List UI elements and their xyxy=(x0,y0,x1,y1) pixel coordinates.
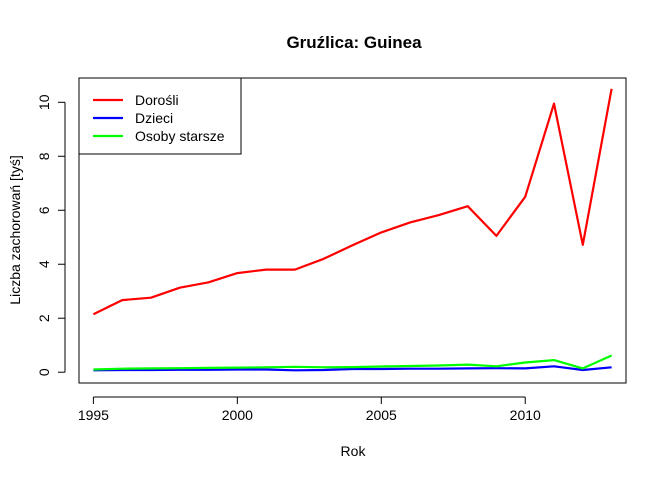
series-line-2 xyxy=(93,354,613,371)
x-tick-label: 2010 xyxy=(510,407,541,423)
legend-label-1: Dzieci xyxy=(135,110,173,126)
y-tick-label: 8 xyxy=(36,152,52,160)
y-tick-label: 10 xyxy=(36,94,52,110)
y-tick-label: 2 xyxy=(36,314,52,322)
y-tick-label: 0 xyxy=(36,368,52,376)
y-axis-label: Liczba zachorowań [tyś] xyxy=(7,155,23,304)
series-layer xyxy=(92,88,613,372)
legend: Dorośli Dzieci Osoby starsze xyxy=(78,77,242,155)
x-tick-label: 2000 xyxy=(222,407,253,423)
legend-box xyxy=(78,77,242,155)
x-axis: 1995 2000 2005 2010 xyxy=(78,396,541,423)
x-tick-label: 2005 xyxy=(366,407,397,423)
x-axis-label: Rok xyxy=(341,443,367,459)
series-line-1 xyxy=(93,365,612,372)
legend-label-0: Dorośli xyxy=(135,92,179,108)
y-tick-label: 4 xyxy=(36,260,52,268)
plot-frame xyxy=(78,77,627,384)
chart-title: Gruźlica: Guinea xyxy=(286,33,422,52)
y-tick-label: 6 xyxy=(36,206,52,214)
y-axis: 0 2 4 6 8 10 xyxy=(36,94,66,376)
series-line-0 xyxy=(92,88,613,316)
legend-label-2: Osoby starsze xyxy=(135,128,225,144)
x-tick-label: 1995 xyxy=(78,407,109,423)
